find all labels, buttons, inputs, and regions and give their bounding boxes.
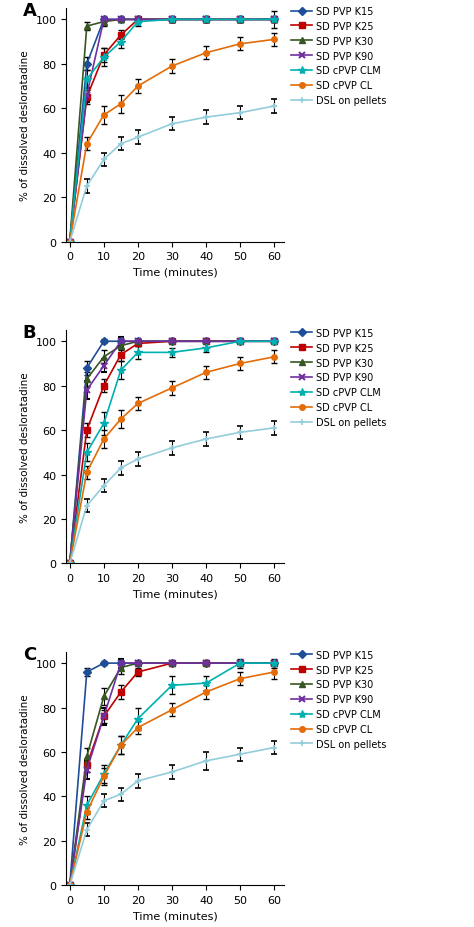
Text: B: B	[23, 324, 36, 342]
Legend: SD PVP K15, SD PVP K25, SD PVP K30, SD PVP K90, SD cPVP CLM, SD cPVP CL, DSL on : SD PVP K15, SD PVP K25, SD PVP K30, SD P…	[291, 6, 387, 106]
X-axis label: Time (minutes): Time (minutes)	[133, 268, 218, 277]
Legend: SD PVP K15, SD PVP K25, SD PVP K30, SD PVP K90, SD cPVP CLM, SD cPVP CL, DSL on : SD PVP K15, SD PVP K25, SD PVP K30, SD P…	[291, 650, 387, 749]
Legend: SD PVP K15, SD PVP K25, SD PVP K30, SD PVP K90, SD cPVP CLM, SD cPVP CL, DSL on : SD PVP K15, SD PVP K25, SD PVP K30, SD P…	[291, 328, 387, 427]
X-axis label: Time (minutes): Time (minutes)	[133, 910, 218, 921]
Y-axis label: % of dissolved desloratadine: % of dissolved desloratadine	[20, 693, 30, 844]
Text: A: A	[23, 2, 36, 20]
X-axis label: Time (minutes): Time (minutes)	[133, 589, 218, 599]
Y-axis label: % of dissolved desloratadine: % of dissolved desloratadine	[20, 51, 30, 201]
Y-axis label: % of dissolved desloratadine: % of dissolved desloratadine	[20, 372, 30, 523]
Text: C: C	[23, 645, 36, 664]
